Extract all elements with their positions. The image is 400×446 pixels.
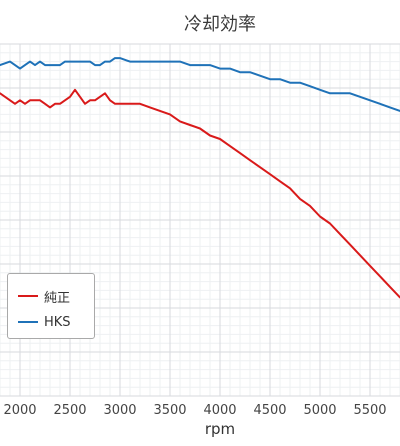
legend-item-純正: 純正 [18,286,70,306]
chart-title: 冷却効率 [184,14,256,35]
x-tick-label: 3000 [103,403,136,418]
x-tick-label: 4000 [203,403,236,418]
x-tick-label: 2500 [53,403,86,418]
legend-label-純正: 純正 [44,290,71,306]
legend-item-hks: HKS [18,312,71,332]
x-tick-label: 5500 [353,403,386,418]
x-tick-label: 4500 [253,403,286,418]
series-line-junsei [0,88,400,299]
legend-swatch-hks [18,321,38,323]
legend-swatch-純正 [18,295,38,297]
legend: 純正 HKS [7,273,95,339]
x-tick-label: 3500 [153,403,186,418]
series-line-hks [0,57,400,112]
x-axis-label: rpm [204,420,236,438]
legend-label-hks: HKS [44,314,71,330]
x-tick-label: 2000 [3,403,36,418]
x-tick-label: 5000 [303,403,336,418]
